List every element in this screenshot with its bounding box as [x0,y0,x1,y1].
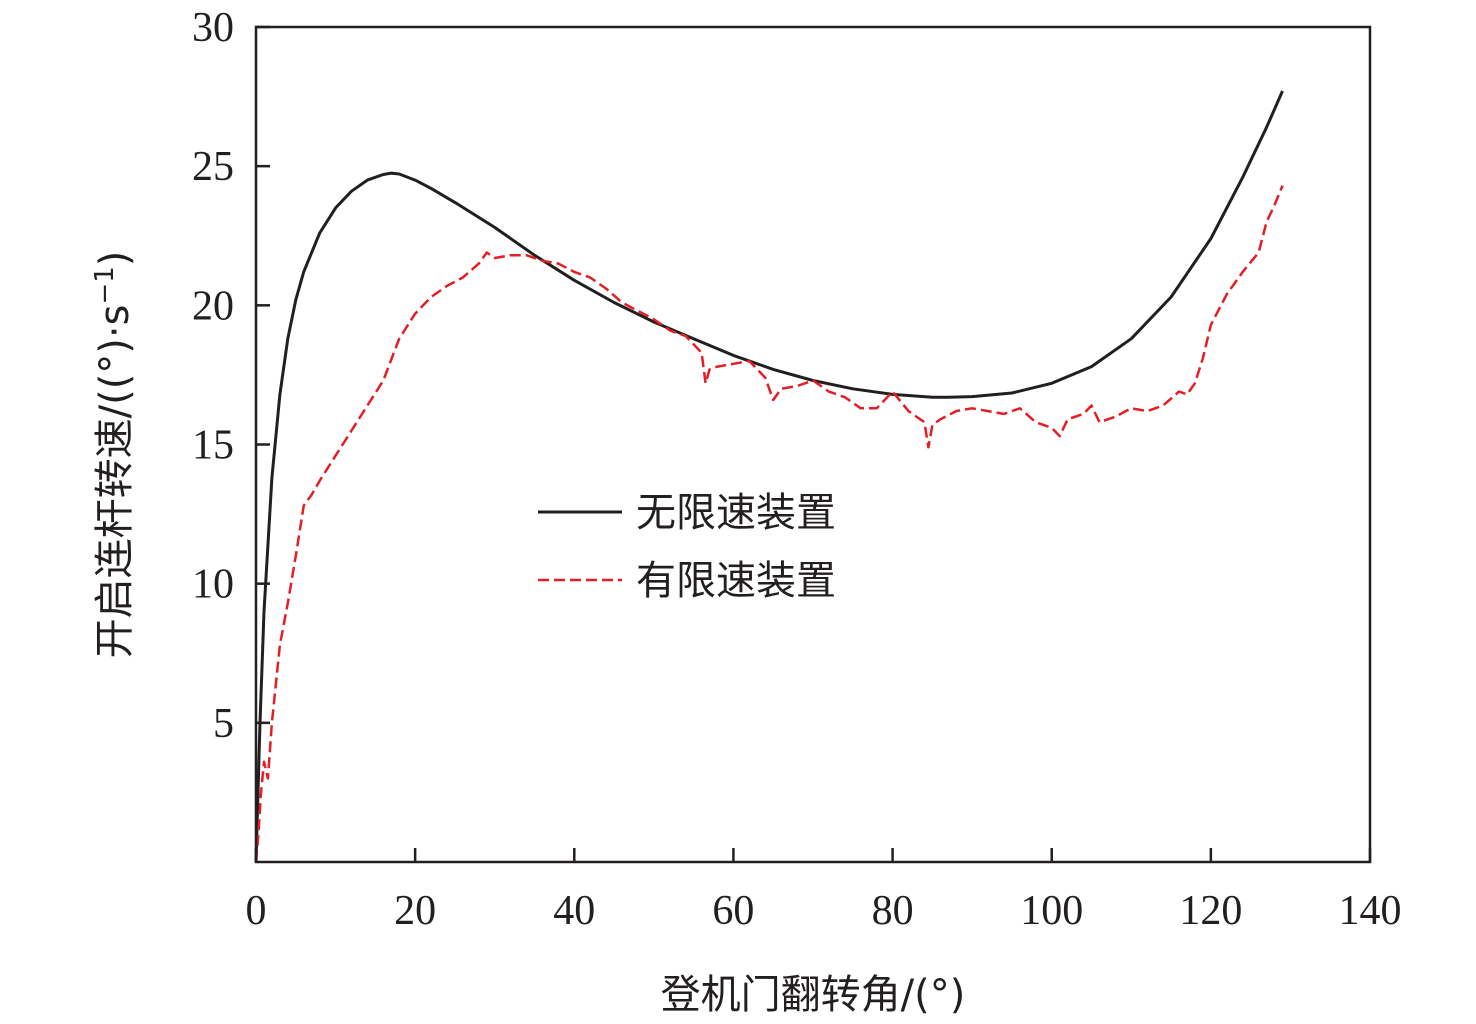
y-tick-label: 30 [192,5,234,51]
y-axis-title: 开启连杆转速/((°)·s−1) [90,251,138,659]
x-tick-label: 100 [1020,888,1083,934]
tick-labels: 0 20 40 60 80 100 120 140 5 10 15 20 25 30 [192,5,1402,934]
legend-label-with-limiter: 有限速装置 [636,558,836,604]
x-tick-label: 80 [872,888,914,934]
y-tick-label: 20 [192,283,234,329]
y-axis-title-main: 开启连杆转速/((°)·s [92,305,138,659]
y-tick-label: 25 [192,144,234,190]
plot-lines [254,90,1284,863]
y-axis-title-suffix: ) [92,251,138,267]
legend: 无限速装置 有限速装置 [538,490,836,604]
x-tick-label: 120 [1179,888,1242,934]
x-tick-label: 0 [246,888,267,934]
legend-label-no-limiter: 无限速装置 [636,490,836,536]
y-axis-title-superscript: −1 [90,266,120,304]
series-line-with-limiter [254,185,1284,863]
axis-ticks [254,25,1372,862]
plot-frame [254,25,1372,864]
y-tick-label: 10 [192,562,234,608]
x-axis-title: 登机门翻转角/(°) [661,972,966,1018]
x-tick-label: 20 [394,888,436,934]
x-tick-label: 140 [1339,888,1402,934]
y-tick-label: 15 [192,423,234,469]
x-tick-label: 60 [712,888,754,934]
y-tick-label: 5 [213,701,234,747]
series-line-no-limiter [254,90,1284,863]
x-tick-label: 40 [553,888,595,934]
